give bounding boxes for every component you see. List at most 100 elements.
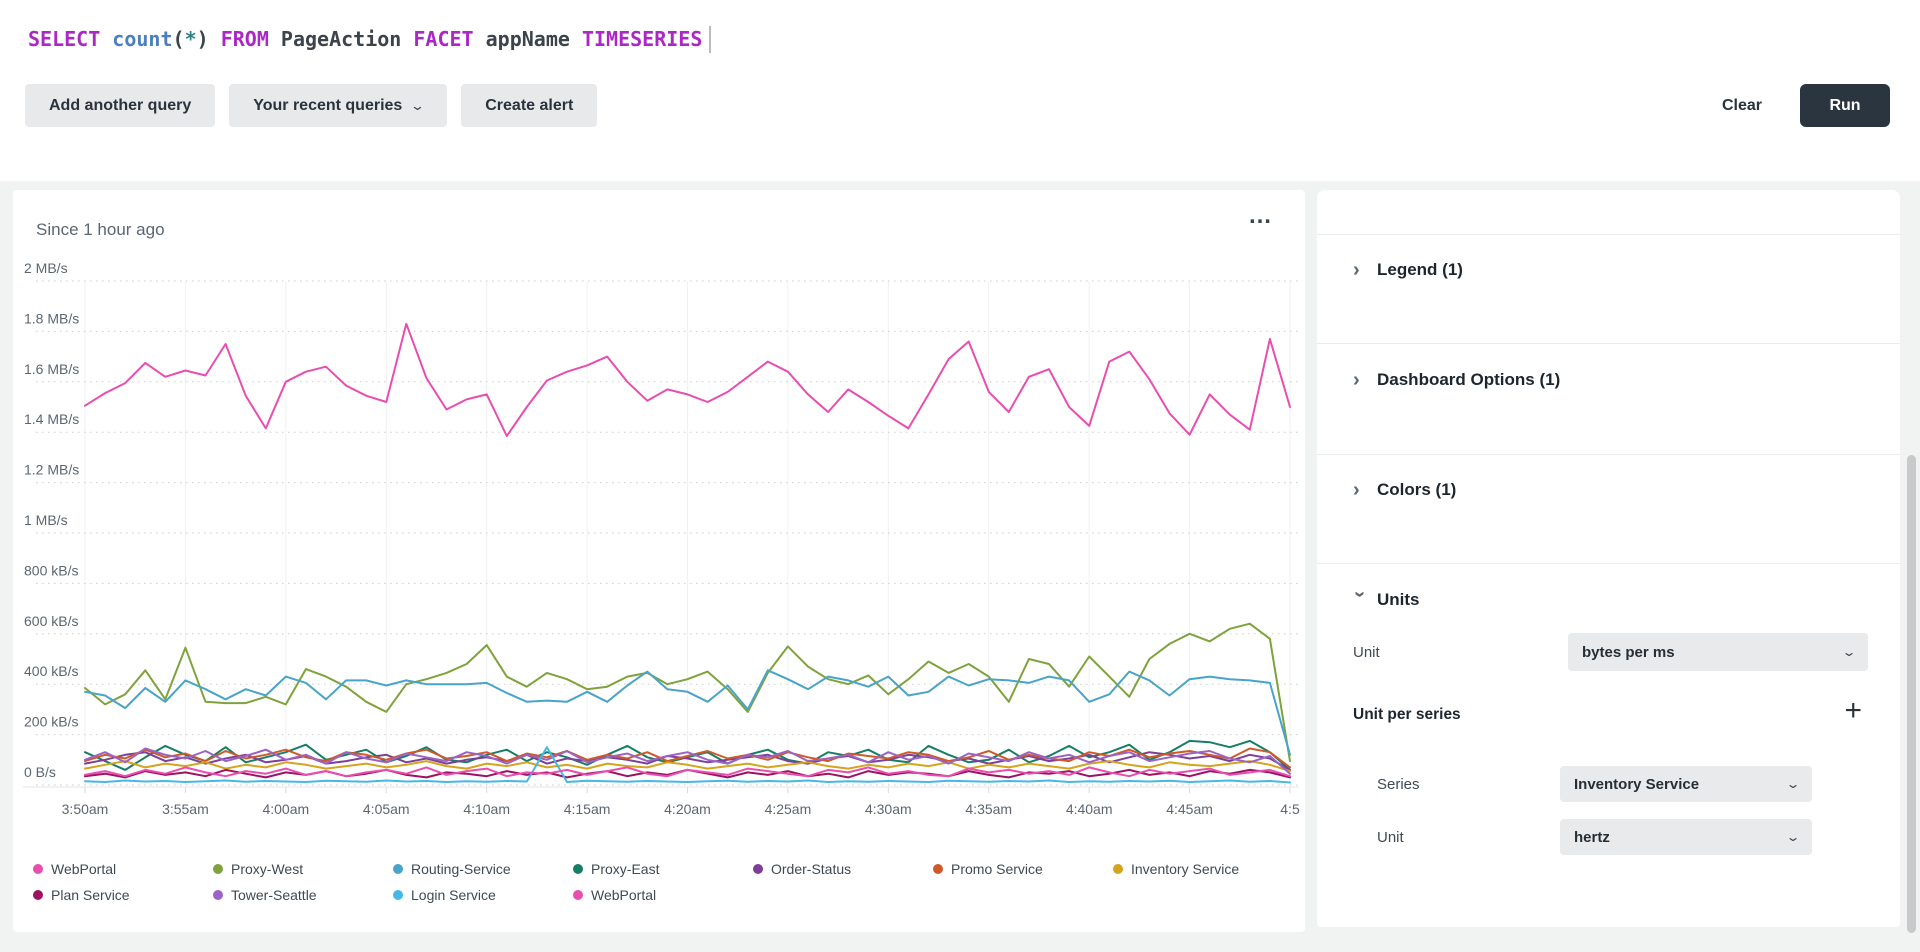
section-colors-label: Colors (1) [1377, 480, 1457, 499]
legend-item[interactable]: Proxy-West [213, 856, 393, 882]
chart-settings-panel: › Legend (1) › Dashboard Options (1) › C… [1317, 190, 1900, 927]
section-legend-label: Legend (1) [1377, 260, 1463, 279]
y-axis-tick-label: 200 kB/s [24, 714, 78, 730]
legend-item[interactable]: Inventory Service [1113, 856, 1293, 882]
create-alert-button[interactable]: Create alert [461, 84, 598, 127]
y-axis-tick-label: 1.8 MB/s [24, 310, 79, 326]
y-axis-tick-label: 1.2 MB/s [24, 462, 79, 478]
query-token-star: * [184, 27, 197, 51]
add-unit-per-series-button[interactable]: + [1844, 694, 1862, 727]
legend-item-label: Login Service [411, 887, 496, 903]
section-colors[interactable]: › Colors (1) [1317, 477, 1900, 503]
run-button[interactable]: Run [1800, 84, 1890, 127]
legend-item[interactable]: WebPortal [33, 856, 213, 882]
unit-select[interactable]: bytes per ms ⌄ [1568, 633, 1868, 671]
series-unit-label: Unit [1377, 828, 1404, 846]
section-legend[interactable]: › Legend (1) [1317, 257, 1900, 283]
unit-field-row: Unit bytes per ms ⌄ [1353, 633, 1868, 671]
y-axis-tick-label: 800 kB/s [24, 562, 78, 578]
series-select[interactable]: Inventory Service ⌄ [1560, 766, 1812, 802]
query-actions: Clear Run [1722, 84, 1890, 127]
legend-color-dot [573, 890, 583, 900]
y-axis-tick-label: 600 kB/s [24, 613, 78, 629]
x-axis-tick-label: 4:40am [1066, 801, 1113, 817]
query-token-keyword: SELECT [28, 27, 101, 51]
chart-line-promo-service [84, 747, 1291, 769]
legend-item[interactable]: Tower-Seattle [213, 882, 393, 908]
unit-per-series-row: Unit per series [1353, 702, 1461, 728]
chart-line-inventory-service [84, 760, 1291, 773]
series-unit-select-value: hertz [1574, 828, 1610, 846]
x-axis-tick-label: 4:35am [965, 801, 1012, 817]
query-token-plain: ( [172, 27, 185, 51]
x-axis-tick-label: 4:5 [1280, 801, 1300, 817]
legend-color-dot [753, 864, 763, 874]
legend-item-label: Tower-Seattle [231, 887, 317, 903]
section-dashboard-options-label: Dashboard Options (1) [1377, 370, 1561, 389]
query-token-keyword: FACET [413, 27, 474, 51]
chevron-right-icon: › [1353, 369, 1360, 391]
unit-select-value: bytes per ms [1582, 643, 1675, 661]
legend-item[interactable]: Plan Service [33, 882, 213, 908]
legend-item[interactable]: Promo Service [933, 856, 1113, 882]
y-axis-tick-label: 0 B/s [24, 764, 56, 780]
results-area: Since 1 hour ago … 3:50am 3:55am 4:00am 4:0… [0, 181, 1920, 952]
query-token-func: count [112, 27, 173, 51]
chevron-right-icon: › [1353, 479, 1360, 501]
vertical-scrollbar[interactable] [1907, 455, 1916, 933]
x-axis-tick-label: 4:00am [262, 801, 309, 817]
chart-line-webportal [84, 322, 1291, 437]
chart-line-login-service [84, 746, 1291, 784]
y-axis-tick-label: 400 kB/s [24, 663, 78, 679]
chevron-down-icon: ⌄ [1785, 830, 1801, 844]
x-axis-tick-label: 4:10am [463, 801, 510, 817]
chevron-down-icon: ⌄ [1785, 777, 1801, 791]
legend-item-label: Plan Service [51, 887, 130, 903]
series-unit-select[interactable]: hertz ⌄ [1560, 819, 1812, 855]
chart-line-proxy-east [84, 739, 1291, 771]
legend-color-dot [393, 890, 403, 900]
x-axis-tick-label: 4:20am [664, 801, 711, 817]
legend-color-dot [1113, 864, 1123, 874]
chart-line-proxy-west [84, 622, 1291, 763]
legend-color-dot [33, 864, 43, 874]
timeseries-chart[interactable]: 3:50am 3:55am 4:00am 4:05am 4:10am 4:15am 4:20… [13, 190, 1305, 830]
legend-item[interactable]: Order-Status [753, 856, 933, 882]
clear-button[interactable]: Clear [1721, 96, 1762, 114]
legend-item-label: Proxy-East [591, 861, 660, 877]
y-axis-tick-label: 1.4 MB/s [24, 411, 79, 427]
legend-color-dot [213, 890, 223, 900]
y-axis-tick-label: 1.6 MB/s [24, 361, 79, 377]
time-range-label: Since 1 hour ago [36, 220, 165, 239]
chart-line-tower-seattle [84, 747, 1291, 775]
chevron-down-icon: ⌄ [410, 97, 426, 113]
legend-item[interactable]: WebPortal [573, 882, 753, 908]
legend-color-dot [33, 890, 43, 900]
series-label: Series [1377, 775, 1420, 793]
nrql-query-input[interactable]: SELECT count(*) FROM PageAction FACET ap… [28, 22, 712, 56]
recent-queries-label: Your recent queries [253, 96, 403, 114]
legend-item-label: Promo Service [951, 861, 1043, 877]
x-axis-tick-label: 4:30am [865, 801, 912, 817]
unit-label: Unit [1353, 643, 1380, 661]
chevron-down-icon: › [1349, 591, 1371, 598]
series-field-row: Series Inventory Service ⌄ [1377, 766, 1812, 802]
section-units[interactable]: › Units [1317, 587, 1900, 613]
divider [1317, 343, 1900, 344]
chevron-right-icon: › [1353, 259, 1360, 281]
legend-item[interactable]: Routing-Service [393, 856, 573, 882]
text-cursor [709, 25, 712, 53]
divider [1317, 234, 1900, 235]
legend-color-dot [573, 864, 583, 874]
recent-queries-dropdown[interactable]: Your recent queries ⌄ [229, 84, 448, 127]
legend-item-label: Inventory Service [1131, 861, 1240, 877]
legend-item-label: Routing-Service [411, 861, 511, 877]
legend-item[interactable]: Login Service [393, 882, 573, 908]
x-axis-tick-label: 3:55am [162, 801, 209, 817]
section-dashboard-options[interactable]: › Dashboard Options (1) [1317, 367, 1900, 393]
chart-options-menu-icon[interactable]: … [1248, 202, 1273, 229]
series-unit-field-row: Unit hertz ⌄ [1377, 819, 1812, 855]
y-axis-tick-label: 1 MB/s [24, 512, 68, 528]
add-another-query-button[interactable]: Add another query [25, 84, 216, 127]
legend-item[interactable]: Proxy-East [573, 856, 753, 882]
